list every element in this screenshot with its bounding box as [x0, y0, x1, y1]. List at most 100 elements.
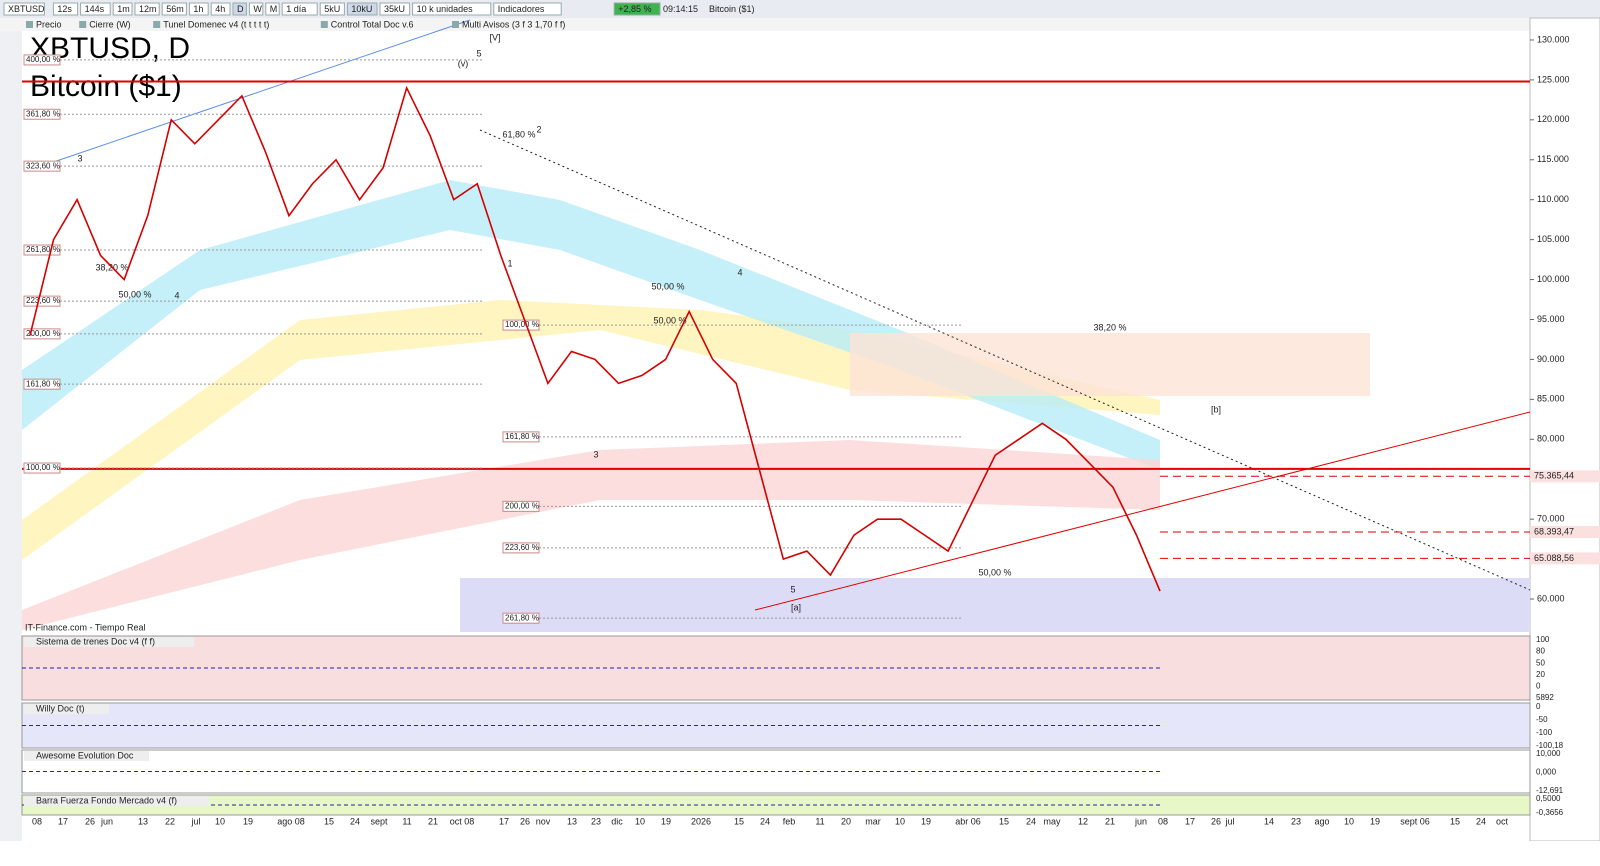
x-tick-label: 15	[324, 816, 334, 826]
y-tick-label: 90.000	[1537, 354, 1565, 364]
interval-button[interactable]	[134, 2, 160, 16]
trend-line	[754, 411, 1531, 611]
x-tick-label: 26	[1211, 816, 1221, 826]
fib-label-box	[23, 462, 61, 474]
indicator-panel	[21, 635, 1531, 701]
interval-button-label: 12s	[57, 4, 72, 14]
chart-subtitle: Bitcoin ($1)	[30, 70, 182, 103]
y-tick-label: 125.000	[1537, 74, 1570, 84]
x-tick-label: 10	[635, 816, 645, 826]
interval-button-label: W	[253, 4, 262, 14]
wave-label: [V]	[489, 32, 500, 42]
panel-title-box	[24, 796, 209, 806]
fib-label: 261,80 %	[26, 245, 60, 254]
indicators-button[interactable]	[493, 2, 562, 16]
panel-title: Barra Fuerza Fondo Mercado v4 (f)	[36, 795, 177, 805]
x-tick-label: 19	[243, 816, 253, 826]
x-tick-label: 19	[1370, 816, 1380, 826]
wave-label: 3	[77, 153, 82, 163]
x-tick-label: 15	[999, 816, 1009, 826]
unit-button[interactable]	[346, 2, 378, 16]
interval-button[interactable]	[52, 2, 79, 16]
fib-label-box	[23, 295, 61, 307]
wave-label: [a]	[791, 602, 801, 612]
fib-label: 100,00 %	[505, 320, 539, 329]
x-tick-label: sept	[370, 816, 388, 826]
price-tag-box	[1530, 552, 1600, 565]
panel-title: Awesome Evolution Doc	[36, 750, 134, 760]
y-tick-label: 60.000	[1537, 593, 1565, 603]
change-badge-label: +2,85 %	[618, 4, 651, 14]
panel-scale-label: 10,000	[1536, 749, 1561, 758]
x-tick-label: abr 06	[955, 816, 981, 826]
wave-label: 50,00 %	[651, 281, 684, 291]
x-tick-label: 21	[428, 816, 438, 826]
footer	[0, 841, 1600, 861]
x-tick-label: 12	[1078, 816, 1088, 826]
y-tick-label: 130.000	[1537, 34, 1570, 44]
interval-button[interactable]	[161, 2, 187, 16]
period-select-label: 1 día	[286, 4, 306, 14]
x-tick-label: oct 08	[450, 816, 475, 826]
fib-label: 161,80 %	[505, 432, 539, 441]
fib-label: 323,60 %	[26, 161, 60, 170]
wave-label: 4	[174, 290, 179, 300]
fib-label: 161,80 %	[26, 379, 60, 388]
interval-button[interactable]	[188, 2, 209, 16]
fib-label: 200,00 %	[505, 501, 539, 510]
fib-label-box	[23, 108, 61, 120]
interval-button[interactable]	[112, 2, 133, 16]
indicator-panel	[21, 749, 1531, 794]
unit-button[interactable]	[319, 2, 345, 16]
x-tick-label: 15	[734, 816, 744, 826]
x-tick-label: mar	[865, 816, 881, 826]
unit-button[interactable]	[379, 2, 411, 16]
fib-label: 200,00 %	[26, 329, 60, 338]
y-tick-label: 80.000	[1537, 434, 1565, 444]
interval-button[interactable]	[80, 2, 111, 16]
legend-item: Cierre (W)	[89, 19, 131, 29]
unit-button-label: 35kU	[384, 4, 405, 14]
y-tick-label: 70.000	[1537, 514, 1565, 524]
symbol-select[interactable]	[3, 2, 45, 16]
x-tick-label: 17	[499, 816, 509, 826]
interval-button[interactable]	[248, 2, 264, 16]
x-tick-label: 24	[1026, 816, 1036, 826]
panel-title: Willy Doc (t)	[36, 703, 85, 713]
units-select-label: 10 k unidades	[417, 4, 474, 14]
x-tick-label: ago 08	[277, 816, 305, 826]
x-tick-label: 2026	[691, 816, 711, 826]
units-select[interactable]	[412, 2, 492, 16]
fib-label-box	[23, 378, 61, 390]
x-tick-label: 11	[402, 816, 411, 826]
x-tick-label: 21	[1105, 816, 1115, 826]
x-tick-label: 10	[895, 816, 905, 826]
panel-scale-label: 0,000	[1536, 768, 1557, 777]
legend-item: Multi Avisos (3 f 3 1,70 f f)	[462, 19, 565, 29]
legend-item: Control Total Doc v.6	[331, 19, 414, 29]
x-tick-label: jul	[190, 816, 200, 826]
fib-label: 100,00 %	[26, 463, 60, 472]
period-select[interactable]	[281, 2, 318, 16]
interval-button[interactable]	[232, 2, 247, 16]
interval-button[interactable]	[210, 2, 231, 16]
x-tick-label: jul	[1224, 816, 1234, 826]
panel-scale-label: 80	[1536, 647, 1545, 656]
y-tick-label: 120.000	[1537, 114, 1570, 124]
wave-label: 3	[593, 449, 598, 459]
change-badge[interactable]	[613, 2, 661, 16]
x-tick-label: 24	[1476, 816, 1486, 826]
legend-bar	[0, 18, 1530, 31]
legend-swatch	[452, 21, 459, 28]
fib-label-box	[502, 500, 540, 512]
trend-line	[479, 129, 1531, 591]
wave-label: 2	[536, 124, 541, 134]
interval-button[interactable]	[265, 2, 280, 16]
panel-scale-label: -12,691	[1536, 786, 1564, 795]
panel-scale-label: 0	[1536, 682, 1541, 691]
panel-scale-label: 50	[1536, 658, 1545, 667]
panel-scale-label: 0	[1536, 702, 1541, 711]
price-tag: 75.365,44	[1534, 471, 1574, 481]
